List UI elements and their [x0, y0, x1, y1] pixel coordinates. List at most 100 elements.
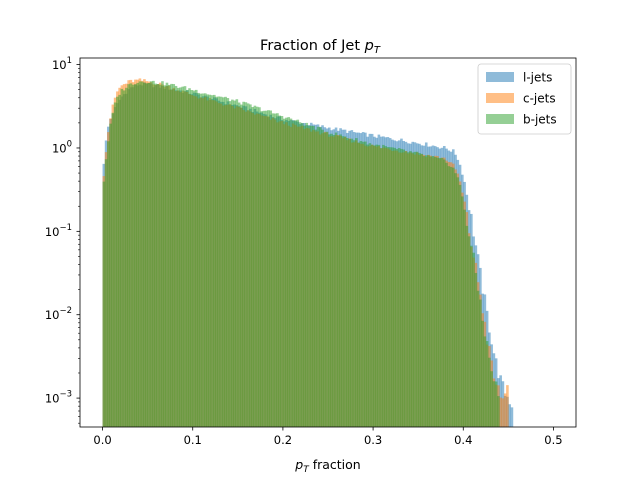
- chart-title-sub: T: [374, 45, 381, 56]
- bar-b-jets: [242, 101, 245, 427]
- x-tick-label: 0.1: [184, 433, 202, 447]
- bar-b-jets: [104, 159, 108, 427]
- bar-b-jets: [330, 133, 333, 427]
- bar-b-jets: [204, 93, 207, 427]
- bar-b-jets: [309, 125, 313, 427]
- bar-b-jets: [402, 149, 405, 427]
- bar-b-jets: [312, 126, 315, 427]
- bar-b-jets: [255, 106, 259, 427]
- bar-b-jets: [282, 118, 286, 427]
- bar-b-jets: [465, 225, 469, 427]
- y-axis: 10−3 10−2 10−1 100 101: [45, 56, 80, 424]
- bar-b-jets: [140, 81, 144, 427]
- bar-b-jets: [431, 156, 435, 427]
- bar-b-jets: [161, 81, 164, 427]
- bar-b-jets: [341, 136, 345, 427]
- bar-b-jets: [294, 120, 297, 427]
- bar-b-jets: [136, 82, 139, 427]
- bar-b-jets: [240, 104, 243, 427]
- bar-b-jets: [442, 159, 446, 427]
- bar-b-jets: [246, 103, 250, 427]
- x-axis-label-var: p: [294, 457, 303, 472]
- bar-b-jets: [449, 166, 453, 427]
- bar-b-jets: [436, 157, 439, 427]
- bar-b-jets: [445, 162, 448, 427]
- bar-b-jets: [222, 97, 225, 427]
- bar-b-jets: [454, 173, 457, 427]
- bar-b-jets: [456, 177, 460, 427]
- bar-b-jets: [373, 145, 376, 427]
- y-tick-label: 10−3: [45, 390, 72, 406]
- bar-b-jets: [424, 155, 428, 427]
- bar-b-jets: [185, 89, 189, 427]
- bar-b-jets: [479, 299, 482, 427]
- bar-b-jets: [163, 85, 167, 427]
- legend-label-b-jets: b-jets: [523, 113, 557, 127]
- bar-b-jets: [393, 147, 396, 427]
- y-tick-label: 10−1: [45, 223, 72, 239]
- bar-b-jets: [411, 152, 415, 427]
- bar-b-jets: [433, 157, 437, 427]
- bar-b-jets: [152, 80, 155, 427]
- bar-b-jets: [357, 142, 360, 427]
- bar-b-jets: [490, 371, 493, 427]
- bar-b-jets: [206, 94, 209, 427]
- bar-b-jets: [192, 90, 196, 427]
- bar-b-jets: [470, 245, 473, 427]
- bar-b-jets: [109, 123, 112, 427]
- legend: l-jets c-jets b-jets: [477, 63, 572, 135]
- y-tick-label: 10−2: [45, 306, 72, 322]
- bar-b-jets: [219, 96, 223, 427]
- bar-b-jets: [447, 166, 451, 427]
- bar-b-jets: [395, 148, 399, 427]
- bar-b-jets: [174, 85, 178, 427]
- bar-b-jets: [303, 125, 306, 427]
- chart-title-var: p: [364, 38, 374, 54]
- axes-border: [79, 57, 577, 428]
- bar-b-jets: [388, 147, 392, 427]
- bar-b-jets: [400, 148, 403, 427]
- bar-b-jets: [300, 123, 304, 427]
- x-tick-label: 0.5: [544, 433, 562, 447]
- bar-b-jets: [289, 118, 293, 427]
- bar-b-jets: [154, 83, 157, 427]
- bar-l-jets: [510, 407, 514, 427]
- bar-b-jets: [176, 87, 180, 427]
- bar-b-jets: [183, 86, 187, 427]
- bar-c-jets: [501, 398, 505, 427]
- bar-b-jets: [280, 115, 284, 427]
- bar-b-jets: [355, 138, 358, 427]
- bar-b-jets: [377, 144, 381, 427]
- bar-b-jets: [296, 119, 300, 427]
- x-axis-label-suffix: fraction: [309, 457, 361, 472]
- bar-b-jets: [359, 141, 363, 427]
- bar-b-jets: [237, 102, 241, 427]
- bar-c-jets: [506, 385, 509, 427]
- bar-b-jets: [391, 147, 394, 427]
- bar-b-jets: [264, 110, 268, 427]
- bar-b-jets: [352, 140, 356, 427]
- bar-b-jets: [438, 158, 442, 427]
- bar-b-jets: [273, 113, 277, 427]
- bar-b-jets: [156, 84, 160, 427]
- bar-b-jets: [138, 81, 142, 427]
- bar-b-jets: [492, 381, 496, 427]
- bar-b-jets: [213, 94, 216, 427]
- bar-b-jets: [158, 84, 162, 427]
- bar-b-jets: [409, 151, 412, 427]
- bar-b-jets: [404, 151, 408, 427]
- bar-b-jets: [226, 98, 230, 427]
- axes-frame: [79, 57, 577, 428]
- bar-b-jets: [228, 101, 232, 427]
- bar-b-jets: [201, 93, 205, 427]
- bar-b-jets: [285, 117, 288, 427]
- bar-b-jets: [129, 83, 133, 427]
- bar-b-jets: [251, 107, 254, 427]
- chart-title: Fraction of Jet pT: [260, 38, 381, 56]
- bar-b-jets: [337, 135, 340, 427]
- y-tick-label: 101: [52, 56, 72, 72]
- bar-b-jets: [179, 87, 182, 427]
- bar-c-jets: [499, 397, 502, 427]
- bar-b-jets: [422, 156, 426, 427]
- bar-b-jets: [461, 196, 464, 427]
